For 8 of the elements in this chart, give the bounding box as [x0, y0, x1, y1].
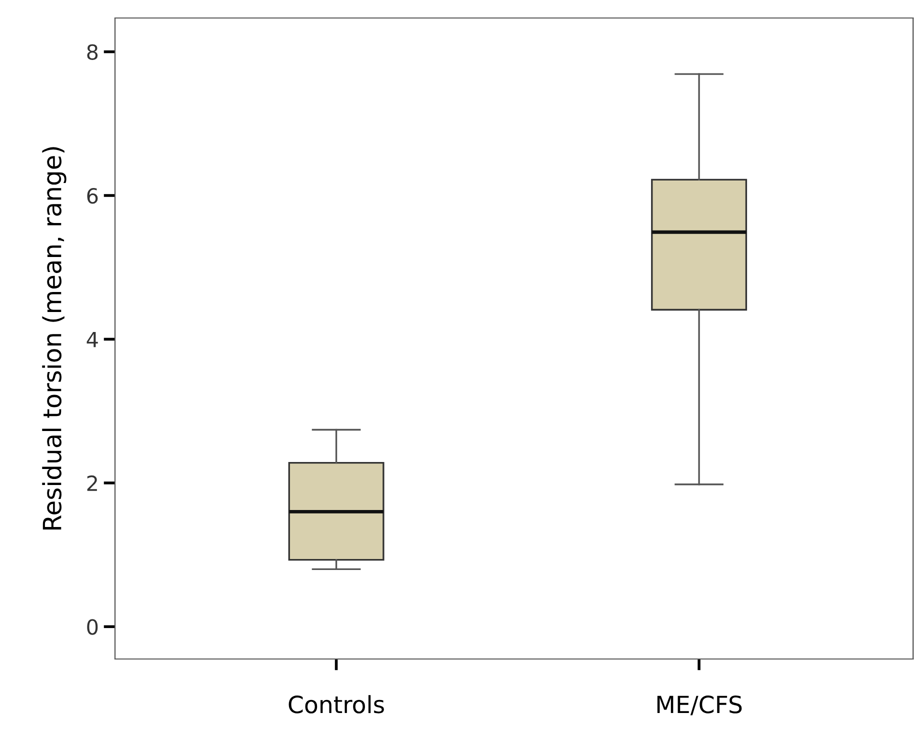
y-tick-label: 4	[86, 332, 98, 348]
y-tick-label: 8	[87, 44, 98, 60]
x-tick-label: ME/CFS	[657, 696, 742, 716]
y-axis-title: Residual torsion (mean, range)	[42, 147, 66, 530]
y-tick-label: 0	[87, 619, 98, 635]
x-tick-label: Controls	[288, 695, 384, 714]
y-tick-label: 2	[87, 475, 97, 491]
y-tick-label: 6	[87, 188, 98, 204]
